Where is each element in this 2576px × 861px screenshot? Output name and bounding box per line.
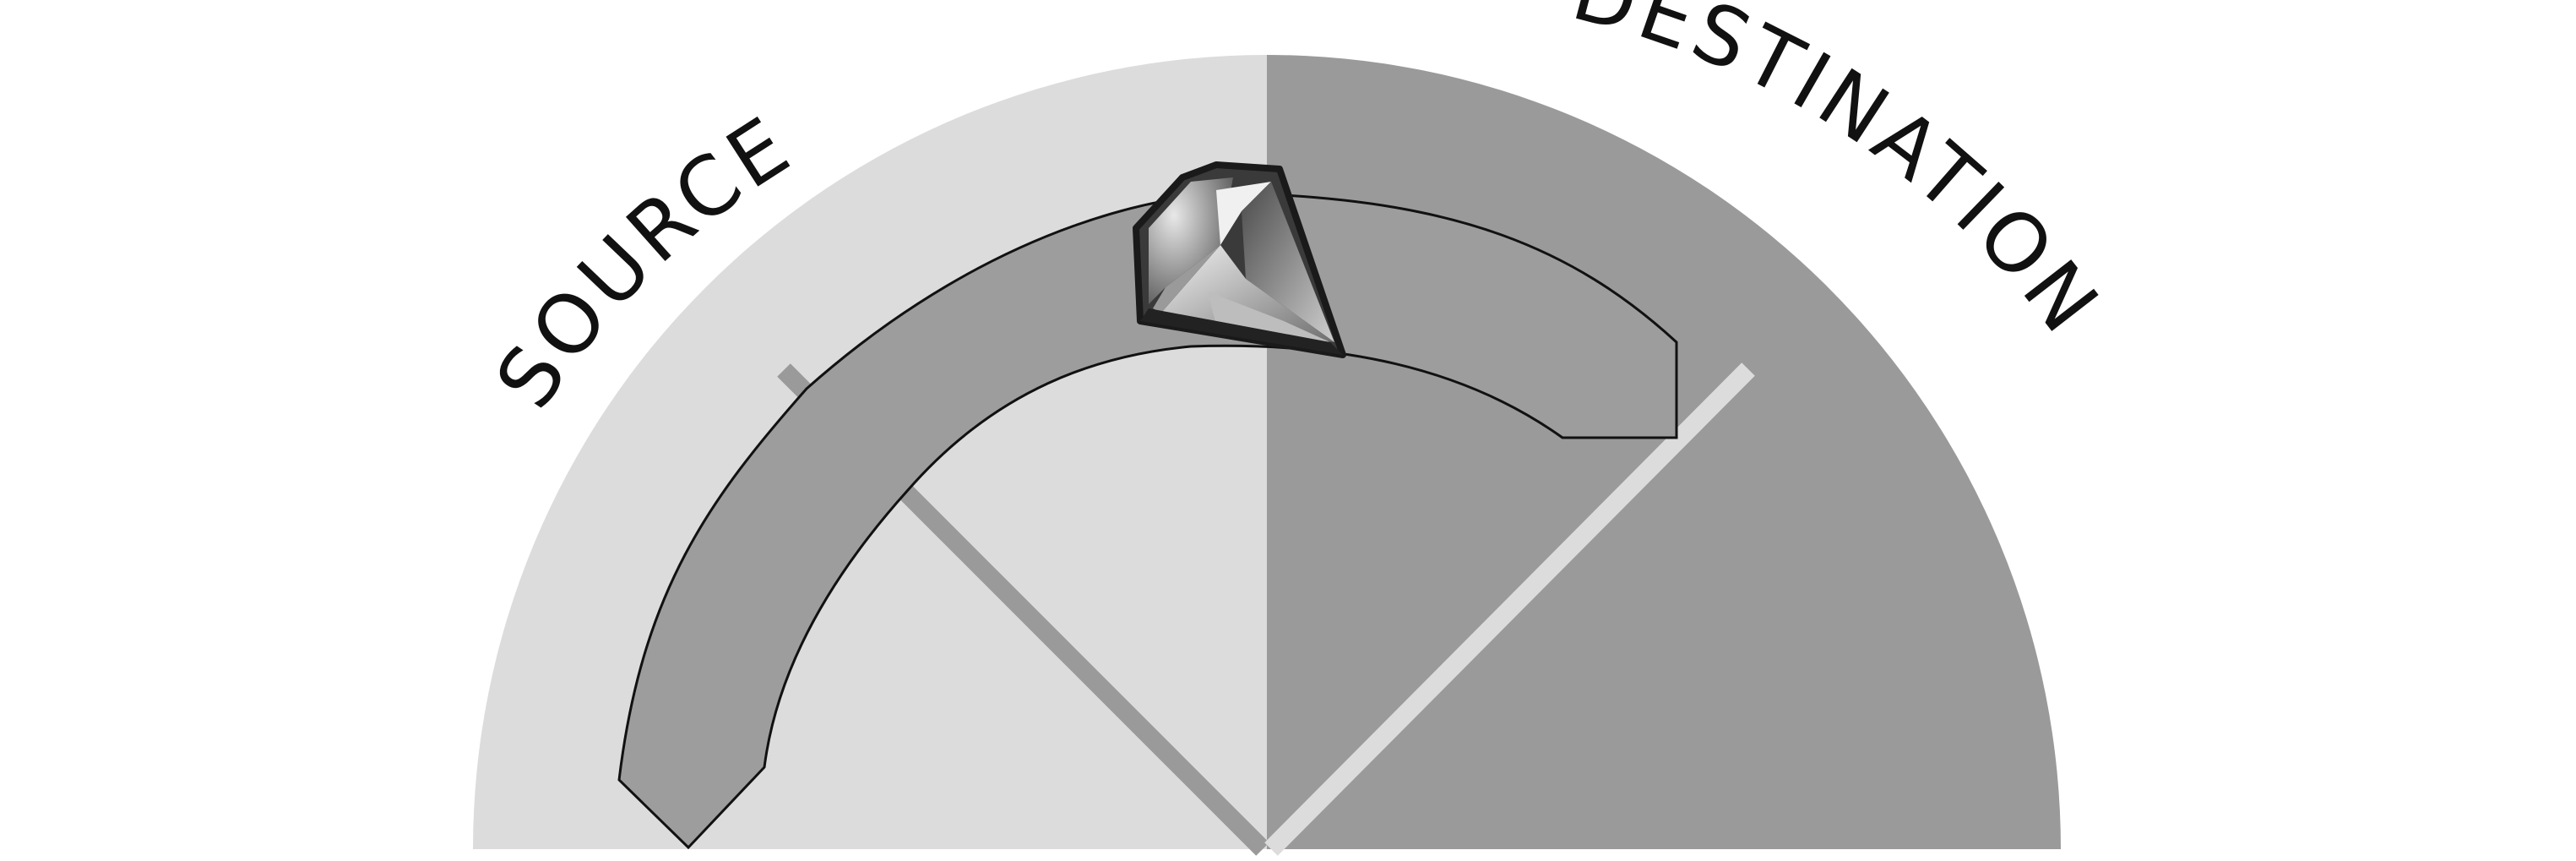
- diamond-icon: [1133, 161, 1346, 358]
- transfer-arrow: [617, 192, 1678, 850]
- destination-marker-line: [1264, 362, 1755, 856]
